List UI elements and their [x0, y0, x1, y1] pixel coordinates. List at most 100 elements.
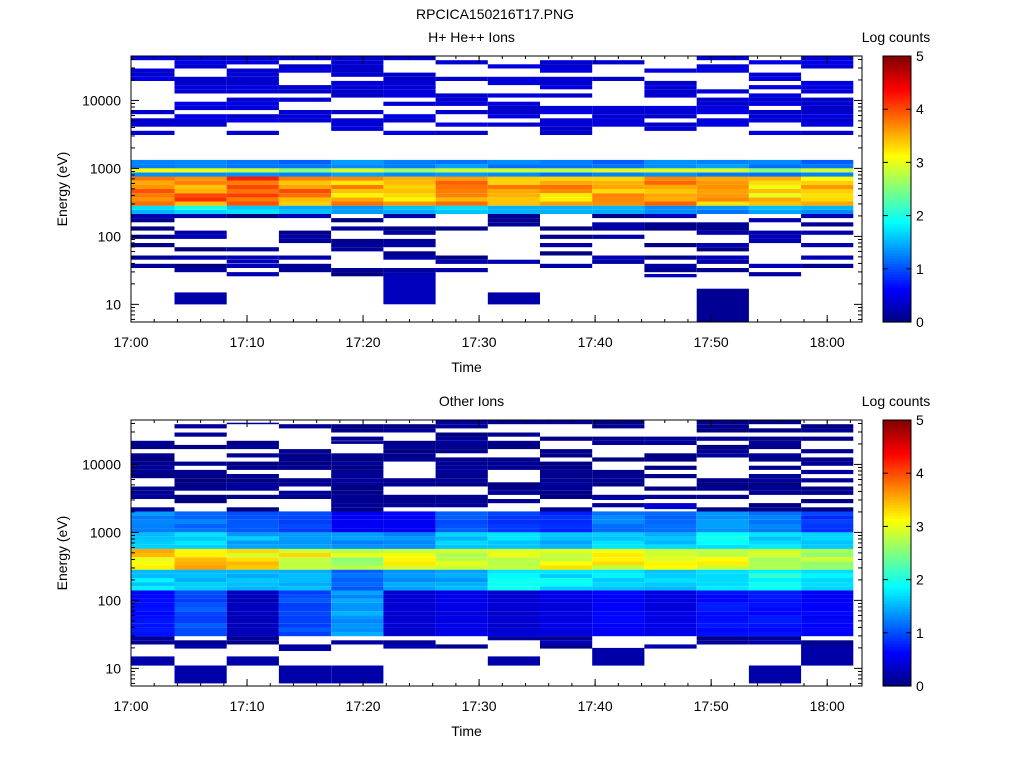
heatmap-cell [644, 263, 697, 268]
colorbar-tick-label: 0 [916, 678, 924, 694]
colorbar-swatch [883, 558, 911, 562]
heatmap-cell [487, 176, 540, 181]
colorbar-swatch [883, 467, 911, 472]
heatmap-cell [278, 68, 332, 73]
heatmap-cell [748, 436, 802, 441]
heatmap-cell [174, 528, 227, 533]
heatmap-cell [487, 168, 540, 173]
heatmap-cell [592, 544, 645, 549]
heatmap-cell [226, 72, 279, 77]
heatmap-cell [331, 611, 384, 616]
colorbar-swatch [883, 303, 911, 307]
heatmap-cell [174, 474, 227, 479]
heatmap-cell [131, 189, 175, 194]
heatmap-cell [278, 449, 332, 454]
x-tick-label: 17:00 [113, 334, 148, 350]
heatmap-cell [226, 193, 279, 198]
heatmap-cell [801, 519, 854, 524]
heatmap-cell [644, 511, 697, 516]
colorbar-swatch [883, 77, 911, 81]
heatmap-cell [131, 486, 175, 491]
colorbar-swatch [883, 640, 911, 645]
heatmap-cell [131, 553, 175, 558]
colorbar-swatch [883, 537, 911, 541]
heatmap-cell [487, 420, 540, 425]
heatmap-cell [801, 469, 854, 475]
heatmap-cell [592, 114, 645, 119]
heatmap-cell [131, 594, 175, 599]
heatmap-cell [226, 544, 279, 549]
heatmap-cell [226, 85, 279, 90]
heatmap-cell [644, 189, 697, 194]
heatmap-cell [540, 68, 593, 73]
heatmap-cell [748, 619, 802, 624]
heatmap-cell [131, 565, 175, 570]
heatmap-cell [540, 619, 593, 624]
heatmap-cell [131, 607, 175, 612]
heatmap-cell [487, 189, 540, 194]
heatmap-cell [487, 611, 540, 616]
heatmap-cell [801, 222, 854, 227]
heatmap-cell [435, 632, 488, 637]
heatmap-cell [540, 540, 593, 545]
heatmap-cell [696, 494, 749, 499]
heatmap-cell [226, 627, 279, 632]
spectrogram-area [131, 420, 854, 684]
heatmap-cell [331, 441, 384, 444]
heatmap-cell [696, 255, 749, 260]
heatmap-cell [131, 573, 175, 578]
heatmap-cell [174, 461, 227, 466]
heatmap-cell [592, 523, 645, 529]
heatmap-cell [174, 64, 227, 69]
heatmap-cell [696, 528, 749, 533]
heatmap-cell [278, 168, 332, 173]
heatmap-cell [748, 230, 802, 235]
colorbar-swatch [883, 430, 911, 434]
heatmap-cell [801, 557, 854, 562]
heatmap-cell [592, 76, 645, 81]
heatmap-cell [592, 193, 645, 198]
colorbar-tick-label: 1 [916, 625, 924, 641]
heatmap-cell [801, 499, 854, 504]
heatmap-cell [435, 494, 488, 499]
heatmap-cell [278, 482, 332, 487]
heatmap-cell [383, 130, 436, 135]
heatmap-cell [435, 60, 488, 65]
heatmap-cell [278, 230, 332, 235]
heatmap-cell [801, 189, 854, 194]
heatmap-cell [435, 532, 488, 537]
heatmap-cell [435, 573, 488, 578]
heatmap-cell [801, 561, 854, 566]
colorbar-swatch [883, 608, 911, 613]
heatmap-cell [331, 64, 384, 69]
heatmap-cell [226, 569, 279, 574]
heatmap-cell [696, 436, 749, 441]
colorbar-tick-label: 2 [916, 208, 924, 224]
heatmap-cell [644, 577, 697, 583]
heatmap-cell [540, 536, 593, 541]
heatmap-cell [383, 478, 436, 483]
heatmap-cell [487, 557, 540, 562]
heatmap-cell [331, 532, 384, 537]
heatmap-cell [801, 586, 854, 591]
heatmap-cell [226, 68, 279, 73]
heatmap-cell [540, 615, 593, 620]
heatmap-cell [174, 536, 227, 541]
heatmap-cell [435, 184, 488, 189]
heatmap-cell [435, 110, 488, 115]
x-tick-label: 17:10 [230, 698, 265, 714]
heatmap-cell [696, 553, 749, 558]
heatmap-cell [748, 159, 802, 165]
heatmap-cell [278, 114, 332, 119]
heatmap-cell [278, 213, 332, 219]
heatmap-cell [644, 540, 697, 545]
heatmap-cell [331, 586, 384, 591]
heatmap-cell [592, 440, 645, 445]
heatmap-cell [644, 503, 697, 510]
heatmap-cell [487, 636, 540, 641]
heatmap-cell [592, 496, 645, 500]
heatmap-cell [696, 577, 749, 583]
heatmap-cell [696, 507, 749, 512]
heatmap-cell [435, 499, 488, 504]
x-axis-label: Time [451, 359, 482, 375]
